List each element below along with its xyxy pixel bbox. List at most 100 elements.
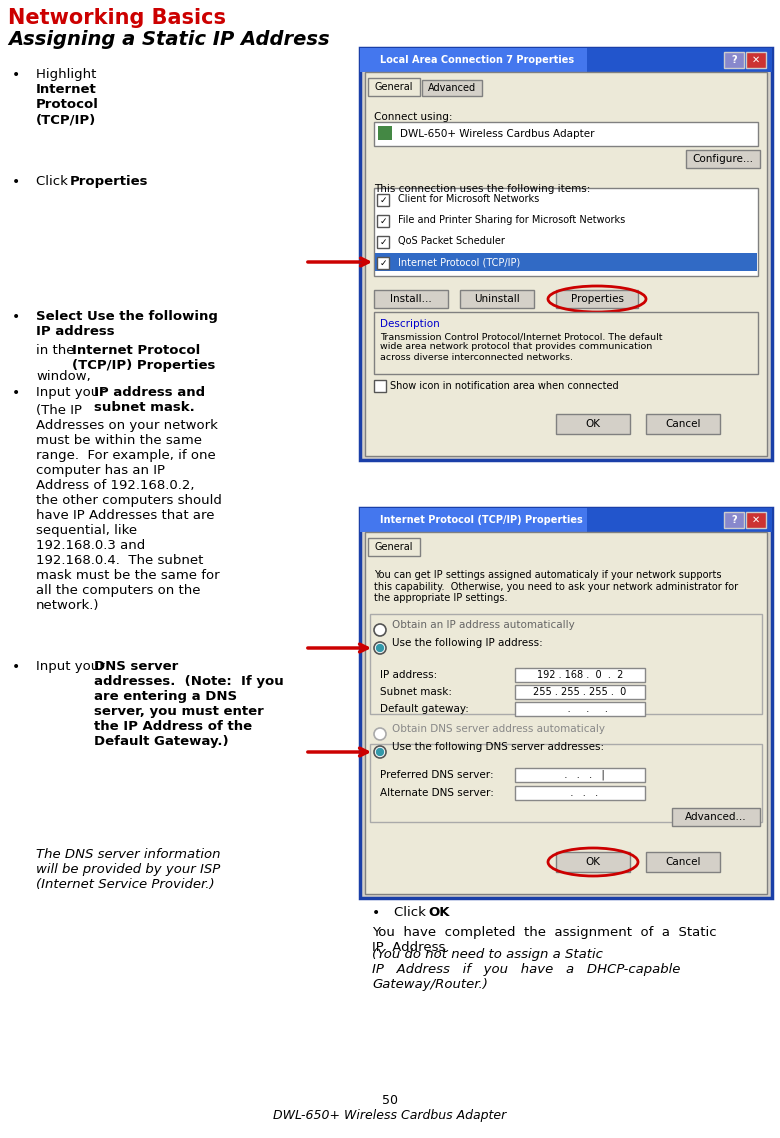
Text: DWL-650+ Wireless Cardbus Adapter: DWL-650+ Wireless Cardbus Adapter: [400, 129, 594, 139]
Text: Internet Protocol (TCP/IP) Properties: Internet Protocol (TCP/IP) Properties: [380, 516, 583, 525]
Text: Advanced: Advanced: [428, 83, 476, 93]
FancyBboxPatch shape: [365, 531, 767, 894]
Text: .   .   .: . . .: [562, 787, 598, 798]
Text: •: •: [12, 386, 20, 399]
Text: •: •: [372, 906, 381, 920]
FancyBboxPatch shape: [360, 48, 587, 72]
Text: You  have  completed  the  assignment  of  a  Static
IP  Address.: You have completed the assignment of a S…: [372, 926, 717, 954]
Text: •: •: [12, 660, 20, 674]
Text: Transmission Control Protocol/Internet Protocol. The default
wide area network p: Transmission Control Protocol/Internet P…: [380, 332, 662, 362]
Text: •: •: [12, 68, 20, 82]
Text: 255 . 255 . 255 .  0: 255 . 255 . 255 . 0: [534, 687, 626, 696]
Circle shape: [377, 644, 384, 651]
Text: Highlight: Highlight: [36, 68, 101, 81]
Text: QoS Packet Scheduler: QoS Packet Scheduler: [398, 236, 505, 246]
FancyBboxPatch shape: [724, 52, 744, 68]
FancyBboxPatch shape: [556, 290, 638, 308]
FancyBboxPatch shape: [746, 52, 766, 68]
FancyBboxPatch shape: [724, 512, 744, 528]
FancyBboxPatch shape: [746, 512, 766, 528]
Text: •: •: [12, 310, 20, 324]
Text: Click: Click: [36, 175, 72, 188]
Text: Input your: Input your: [36, 386, 109, 399]
FancyBboxPatch shape: [370, 744, 762, 822]
FancyBboxPatch shape: [360, 48, 772, 460]
FancyBboxPatch shape: [556, 414, 630, 434]
Text: .     .     .: . . .: [552, 704, 608, 714]
Text: Uninstall: Uninstall: [474, 294, 520, 304]
Text: Internet
Protocol
(TCP/IP): Internet Protocol (TCP/IP): [36, 83, 99, 126]
Text: ?: ?: [731, 55, 737, 65]
Circle shape: [374, 747, 386, 758]
FancyBboxPatch shape: [360, 508, 587, 531]
FancyBboxPatch shape: [515, 685, 645, 699]
FancyBboxPatch shape: [370, 615, 762, 714]
Text: The DNS server information
will be provided by your ISP
(Internet Service Provid: The DNS server information will be provi…: [36, 848, 221, 891]
Text: Subnet mask:: Subnet mask:: [380, 687, 452, 696]
FancyBboxPatch shape: [374, 188, 758, 277]
FancyBboxPatch shape: [515, 768, 645, 782]
Text: Advanced...: Advanced...: [685, 813, 746, 822]
FancyBboxPatch shape: [646, 414, 720, 434]
Text: ✓: ✓: [379, 238, 387, 247]
FancyBboxPatch shape: [360, 508, 772, 531]
Text: ✕: ✕: [752, 55, 760, 65]
Text: (You do not need to assign a Static
IP   Address   if   you   have   a   DHCP-ca: (You do not need to assign a Static IP A…: [372, 948, 680, 991]
Circle shape: [374, 642, 386, 654]
Text: Preferred DNS server:: Preferred DNS server:: [380, 770, 494, 780]
Text: Client for Microsoft Networks: Client for Microsoft Networks: [398, 193, 539, 204]
Text: Internet Protocol
(TCP/IP) Properties: Internet Protocol (TCP/IP) Properties: [72, 344, 215, 372]
FancyBboxPatch shape: [375, 253, 757, 271]
FancyBboxPatch shape: [365, 72, 767, 456]
Text: Use the following IP address:: Use the following IP address:: [392, 638, 543, 648]
Text: OK: OK: [586, 857, 601, 867]
Text: 50: 50: [382, 1094, 398, 1106]
FancyBboxPatch shape: [360, 508, 772, 898]
FancyBboxPatch shape: [374, 122, 758, 146]
Text: You can get IP settings assigned automaticaly if your network supports
this capa: You can get IP settings assigned automat…: [374, 570, 738, 603]
FancyBboxPatch shape: [360, 48, 772, 72]
FancyBboxPatch shape: [686, 150, 760, 168]
Text: General: General: [374, 542, 413, 552]
Text: .   .   .   |: . . . |: [555, 769, 604, 781]
FancyBboxPatch shape: [515, 702, 645, 716]
Text: window,: window,: [36, 370, 90, 384]
FancyBboxPatch shape: [377, 257, 389, 269]
Text: DWL-650+ Wireless Cardbus Adapter: DWL-650+ Wireless Cardbus Adapter: [273, 1108, 507, 1122]
FancyBboxPatch shape: [515, 668, 645, 682]
Text: Select Use the following
IP address: Select Use the following IP address: [36, 310, 218, 338]
FancyBboxPatch shape: [377, 215, 389, 226]
Text: ?: ?: [731, 516, 737, 525]
FancyBboxPatch shape: [646, 852, 720, 872]
FancyBboxPatch shape: [515, 786, 645, 800]
Text: OK: OK: [428, 906, 449, 920]
Text: Default gateway:: Default gateway:: [380, 704, 469, 714]
Text: ✓: ✓: [379, 216, 387, 225]
Text: Install...: Install...: [390, 294, 432, 304]
Text: DNS server
addresses.  (Note:  If you
are entering a DNS
server, you must enter
: DNS server addresses. (Note: If you are …: [94, 660, 284, 748]
FancyBboxPatch shape: [374, 290, 448, 308]
Text: Cancel: Cancel: [665, 419, 700, 429]
FancyBboxPatch shape: [672, 808, 760, 826]
Text: Alternate DNS server:: Alternate DNS server:: [380, 787, 494, 798]
Text: Cancel: Cancel: [665, 857, 700, 867]
Text: Local Area Connection 7 Properties: Local Area Connection 7 Properties: [380, 55, 574, 65]
Text: Click: Click: [394, 906, 430, 920]
Circle shape: [374, 624, 386, 636]
FancyBboxPatch shape: [368, 538, 420, 556]
Text: Connect using:: Connect using:: [374, 112, 452, 122]
Text: Use the following DNS server addresses:: Use the following DNS server addresses:: [392, 742, 604, 752]
FancyBboxPatch shape: [422, 80, 482, 96]
Circle shape: [377, 749, 384, 756]
Text: Assigning a Static IP Address: Assigning a Static IP Address: [8, 30, 330, 49]
FancyBboxPatch shape: [368, 79, 420, 96]
Text: Obtain DNS server address automaticaly: Obtain DNS server address automaticaly: [392, 724, 605, 734]
Text: This connection uses the following items:: This connection uses the following items…: [374, 184, 590, 193]
FancyBboxPatch shape: [377, 236, 389, 248]
Text: Properties: Properties: [570, 294, 623, 304]
FancyBboxPatch shape: [460, 290, 534, 308]
Circle shape: [374, 728, 386, 740]
Text: ✕: ✕: [752, 516, 760, 525]
Text: Show icon in notification area when connected: Show icon in notification area when conn…: [390, 381, 619, 391]
Text: (The IP
Addresses on your network
must be within the same
range.  For example, i: (The IP Addresses on your network must b…: [36, 404, 222, 612]
